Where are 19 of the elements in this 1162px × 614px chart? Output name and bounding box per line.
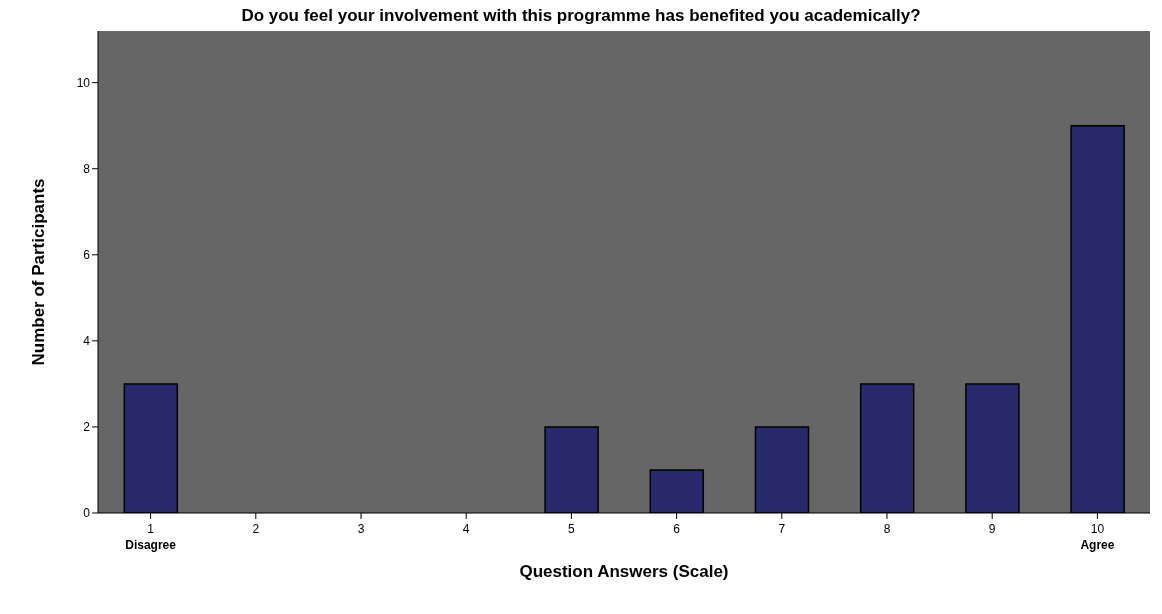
x-axis-title: Question Answers (Scale) — [519, 562, 729, 581]
x-tick-label: 9 — [988, 522, 996, 536]
chart-title: Do you feel your involvement with this programme has benefited you academically? — [240, 6, 922, 25]
x-tick-label: 7 — [778, 522, 786, 536]
y-tick-label: 0 — [83, 506, 91, 521]
y-tick-label: 2 — [83, 420, 91, 435]
y-axis-title: Number of Participants — [29, 178, 49, 366]
x-tick-label: 5 — [568, 522, 576, 536]
x-tick-label: 3 — [357, 522, 365, 536]
y-tick-label: 6 — [83, 248, 91, 263]
x-tick-label: 6 — [673, 522, 681, 536]
x-tick-label: 4 — [462, 522, 470, 536]
x-tick-label: 1 Disagree — [125, 522, 177, 552]
y-tick-label: 10 — [76, 75, 91, 90]
x-tick-label: 2 — [252, 522, 260, 536]
x-tick-label: 10 Agree — [1080, 522, 1115, 552]
y-tick-label: 4 — [83, 334, 91, 349]
x-tick-label: 8 — [883, 522, 891, 536]
y-tick-label: 8 — [83, 161, 91, 176]
